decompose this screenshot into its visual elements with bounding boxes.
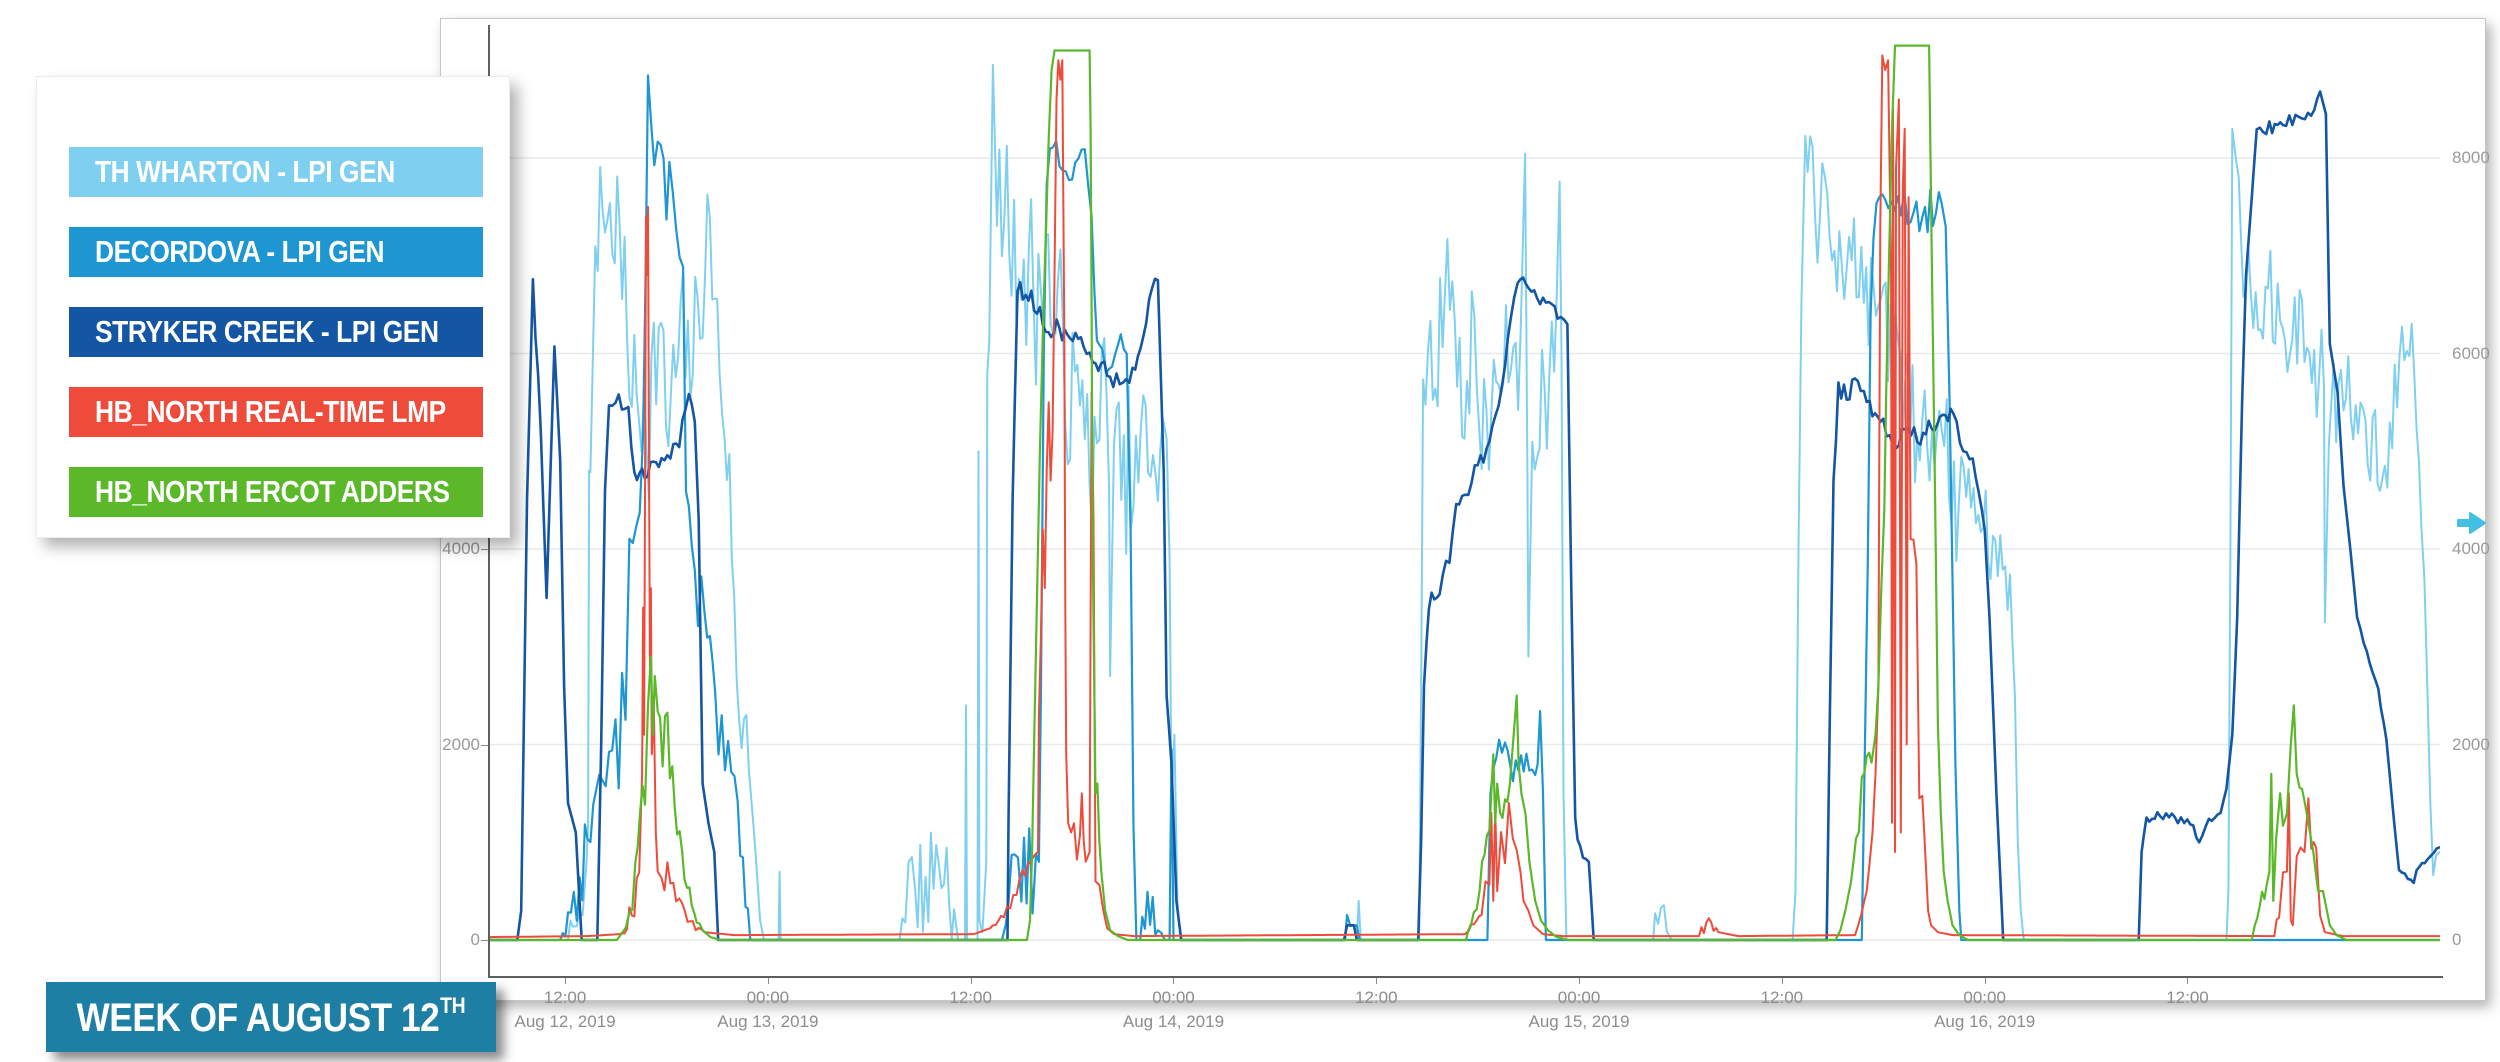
y-axis-label-right-0: 0: [2452, 930, 2462, 949]
x-axis-time-label-5: 00:00: [1557, 988, 1601, 1007]
week-banner-superscript: TH: [440, 993, 466, 1018]
series-line-hb-north-ercot-adders: [490, 44, 2440, 942]
x-axis-time-label-0: 12:00: [543, 988, 587, 1007]
x-tick: [1579, 978, 1581, 984]
series-line-decordova-lpi-gen: [490, 74, 2440, 942]
x-axis-time-label-8: 12:00: [2166, 988, 2209, 1007]
y-axis-label-right-6000: 6000: [2452, 343, 2490, 363]
legend-item-label: STRYKER CREEK - LPI GEN: [95, 314, 439, 349]
series-line-th-wharton-lpi-gen: [490, 63, 2440, 941]
x-axis-date-label-aug-13-2019: Aug 13, 2019: [717, 1012, 819, 1031]
x-tick: [1376, 978, 1378, 984]
x-axis-date-label-aug-12-2019: Aug 12, 2019: [514, 1012, 616, 1031]
week-banner-label: WEEK OF AUGUST 12TH: [76, 993, 466, 1040]
plot-area: [490, 44, 2440, 942]
chart-card: [440, 18, 2486, 1001]
x-tick: [1173, 978, 1175, 984]
y-axis-label-right-4000: 4000: [2452, 539, 2490, 558]
y-axis-label-right-2000: 2000: [2452, 734, 2490, 754]
y-tick-left: [481, 940, 488, 941]
axis-pan-right-icon[interactable]: [2457, 511, 2487, 535]
x-axis-time-label-1: 00:00: [746, 988, 790, 1007]
legend-item-2: DECORDOVA - LPI GEN: [69, 227, 483, 277]
legend-item-4: HB_NORTH REAL-TIME LMP: [69, 387, 483, 437]
week-banner: WEEK OF AUGUST 12TH: [46, 982, 496, 1052]
x-axis-time-label-7: 00:00: [1963, 988, 2006, 1007]
right-arrow-icon: [2457, 512, 2486, 534]
y-axis-label-left-2000: 2000: [442, 734, 480, 754]
x-tick: [970, 978, 972, 984]
series-line-stryker-creek-lpi-gen: [490, 90, 2440, 942]
x-axis-time-label-6: 12:00: [1760, 988, 1804, 1007]
x-axis-time-label-4: 12:00: [1354, 988, 1398, 1007]
x-tick: [767, 978, 769, 984]
series-legend: TH WHARTON - LPI GEN DECORDOVA - LPI GEN S…: [36, 76, 510, 538]
series-line-hb-north-real-time-lmp: [490, 54, 2440, 939]
legend-item-label: DECORDOVA - LPI GEN: [95, 234, 385, 269]
legend-item-label: HB_NORTH REAL-TIME LMP: [95, 394, 446, 429]
legend-item-1: TH WHARTON - LPI GEN: [69, 147, 483, 197]
x-tick: [1984, 978, 1986, 984]
legend-item-5: HB_NORTH ERCOT ADDERS: [69, 467, 483, 517]
x-axis-date-label-aug-15-2019: Aug 15, 2019: [1528, 1012, 1630, 1031]
y-axis-label-left-4000: 4000: [442, 539, 480, 558]
x-tick: [2187, 978, 2189, 984]
x-axis-date-label-aug-14-2019: Aug 14, 2019: [1122, 1012, 1225, 1031]
y-axis-label-right-8000: 8000: [2452, 148, 2490, 167]
x-axis-line: [488, 976, 2443, 978]
x-tick: [565, 978, 567, 984]
x-axis-date-label-aug-16-2019: Aug 16, 2019: [1934, 1012, 2036, 1031]
legend-item-label: TH WHARTON - LPI GEN: [95, 154, 395, 189]
x-axis-time-label-3: 00:00: [1152, 988, 1195, 1007]
y-axis-label-left-0: 0: [470, 930, 480, 949]
y-tick-left: [481, 549, 488, 550]
legend-item-3: STRYKER CREEK - LPI GEN: [69, 307, 483, 357]
x-tick: [1781, 978, 1783, 984]
y-tick-left: [481, 744, 488, 746]
legend-item-label: HB_NORTH ERCOT ADDERS: [95, 474, 450, 509]
x-axis-time-label-2: 12:00: [949, 988, 992, 1007]
